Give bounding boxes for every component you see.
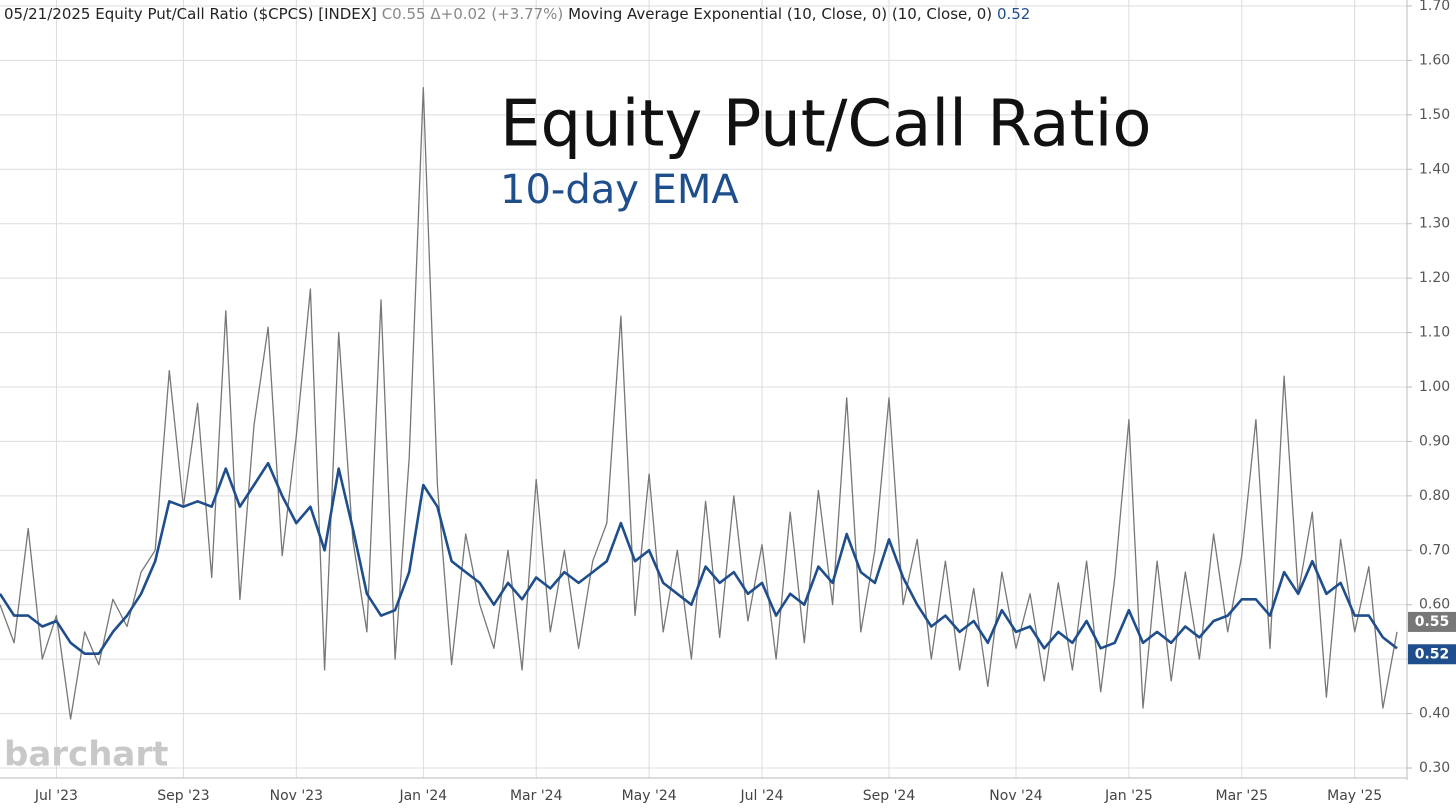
x-tick-label: Jan '24 <box>398 788 447 804</box>
header-date: 05/21/2025 <box>4 5 90 23</box>
x-tick-label: Sep '23 <box>157 788 210 804</box>
y-tick-label: 0.60 <box>1419 597 1450 613</box>
close-prefix: C <box>382 5 392 23</box>
y-tick-label: 1.10 <box>1419 325 1450 341</box>
change: Δ+0.02 (+3.77%) <box>430 5 563 23</box>
chart-subtitle: 10-day EMA <box>500 167 739 213</box>
chart-title: Equity Put/Call Ratio <box>500 88 1152 162</box>
y-tick-label: 1.70 <box>1419 0 1450 14</box>
y-tick-label: 0.80 <box>1419 488 1450 504</box>
x-tick-label: Jan '25 <box>1104 788 1153 804</box>
y-tick-label: 1.30 <box>1419 216 1450 232</box>
x-tick-label: Nov '23 <box>270 788 323 804</box>
y-tick-label: 1.50 <box>1419 107 1450 123</box>
series-line <box>0 86 1398 720</box>
header: 05/21/2025 Equity Put/Call Ratio ($CPCS)… <box>4 5 1030 23</box>
last-value-badge <box>1408 644 1456 665</box>
x-tick-label: Mar '24 <box>510 788 563 804</box>
series-name: Equity Put/Call Ratio ($CPCS) [INDEX] <box>95 5 377 23</box>
x-tick-label: Jul '24 <box>739 788 783 804</box>
y-tick-label: 1.40 <box>1419 161 1450 177</box>
y-tick-label: 1.00 <box>1419 379 1450 395</box>
series-line <box>0 461 1398 655</box>
x-tick-label: Mar '25 <box>1216 788 1269 804</box>
y-tick-label: 1.60 <box>1419 52 1450 68</box>
y-tick-label: 0.90 <box>1419 433 1450 449</box>
last-value-label: 0.55 <box>1415 614 1450 630</box>
last-value-label: 0.52 <box>1415 646 1450 662</box>
y-tick-label: 0.40 <box>1419 706 1450 722</box>
x-tick-label: May '24 <box>622 788 677 804</box>
y-tick-label: 0.70 <box>1419 542 1450 558</box>
y-tick-label: 1.20 <box>1419 270 1450 286</box>
x-tick-label: Sep '24 <box>863 788 916 804</box>
close-value: 0.55 <box>392 5 425 23</box>
x-tick-label: Jul '23 <box>34 788 78 804</box>
series-name: Moving Average Exponential (10, Close, 0… <box>568 5 992 23</box>
last-value-badge <box>1408 611 1456 632</box>
x-tick-label: Nov '24 <box>989 788 1043 804</box>
x-tick-label: May '25 <box>1327 788 1382 804</box>
ema-value: 0.52 <box>997 5 1030 23</box>
watermark: barchart <box>4 735 168 775</box>
y-tick-label: 0.30 <box>1419 760 1450 776</box>
